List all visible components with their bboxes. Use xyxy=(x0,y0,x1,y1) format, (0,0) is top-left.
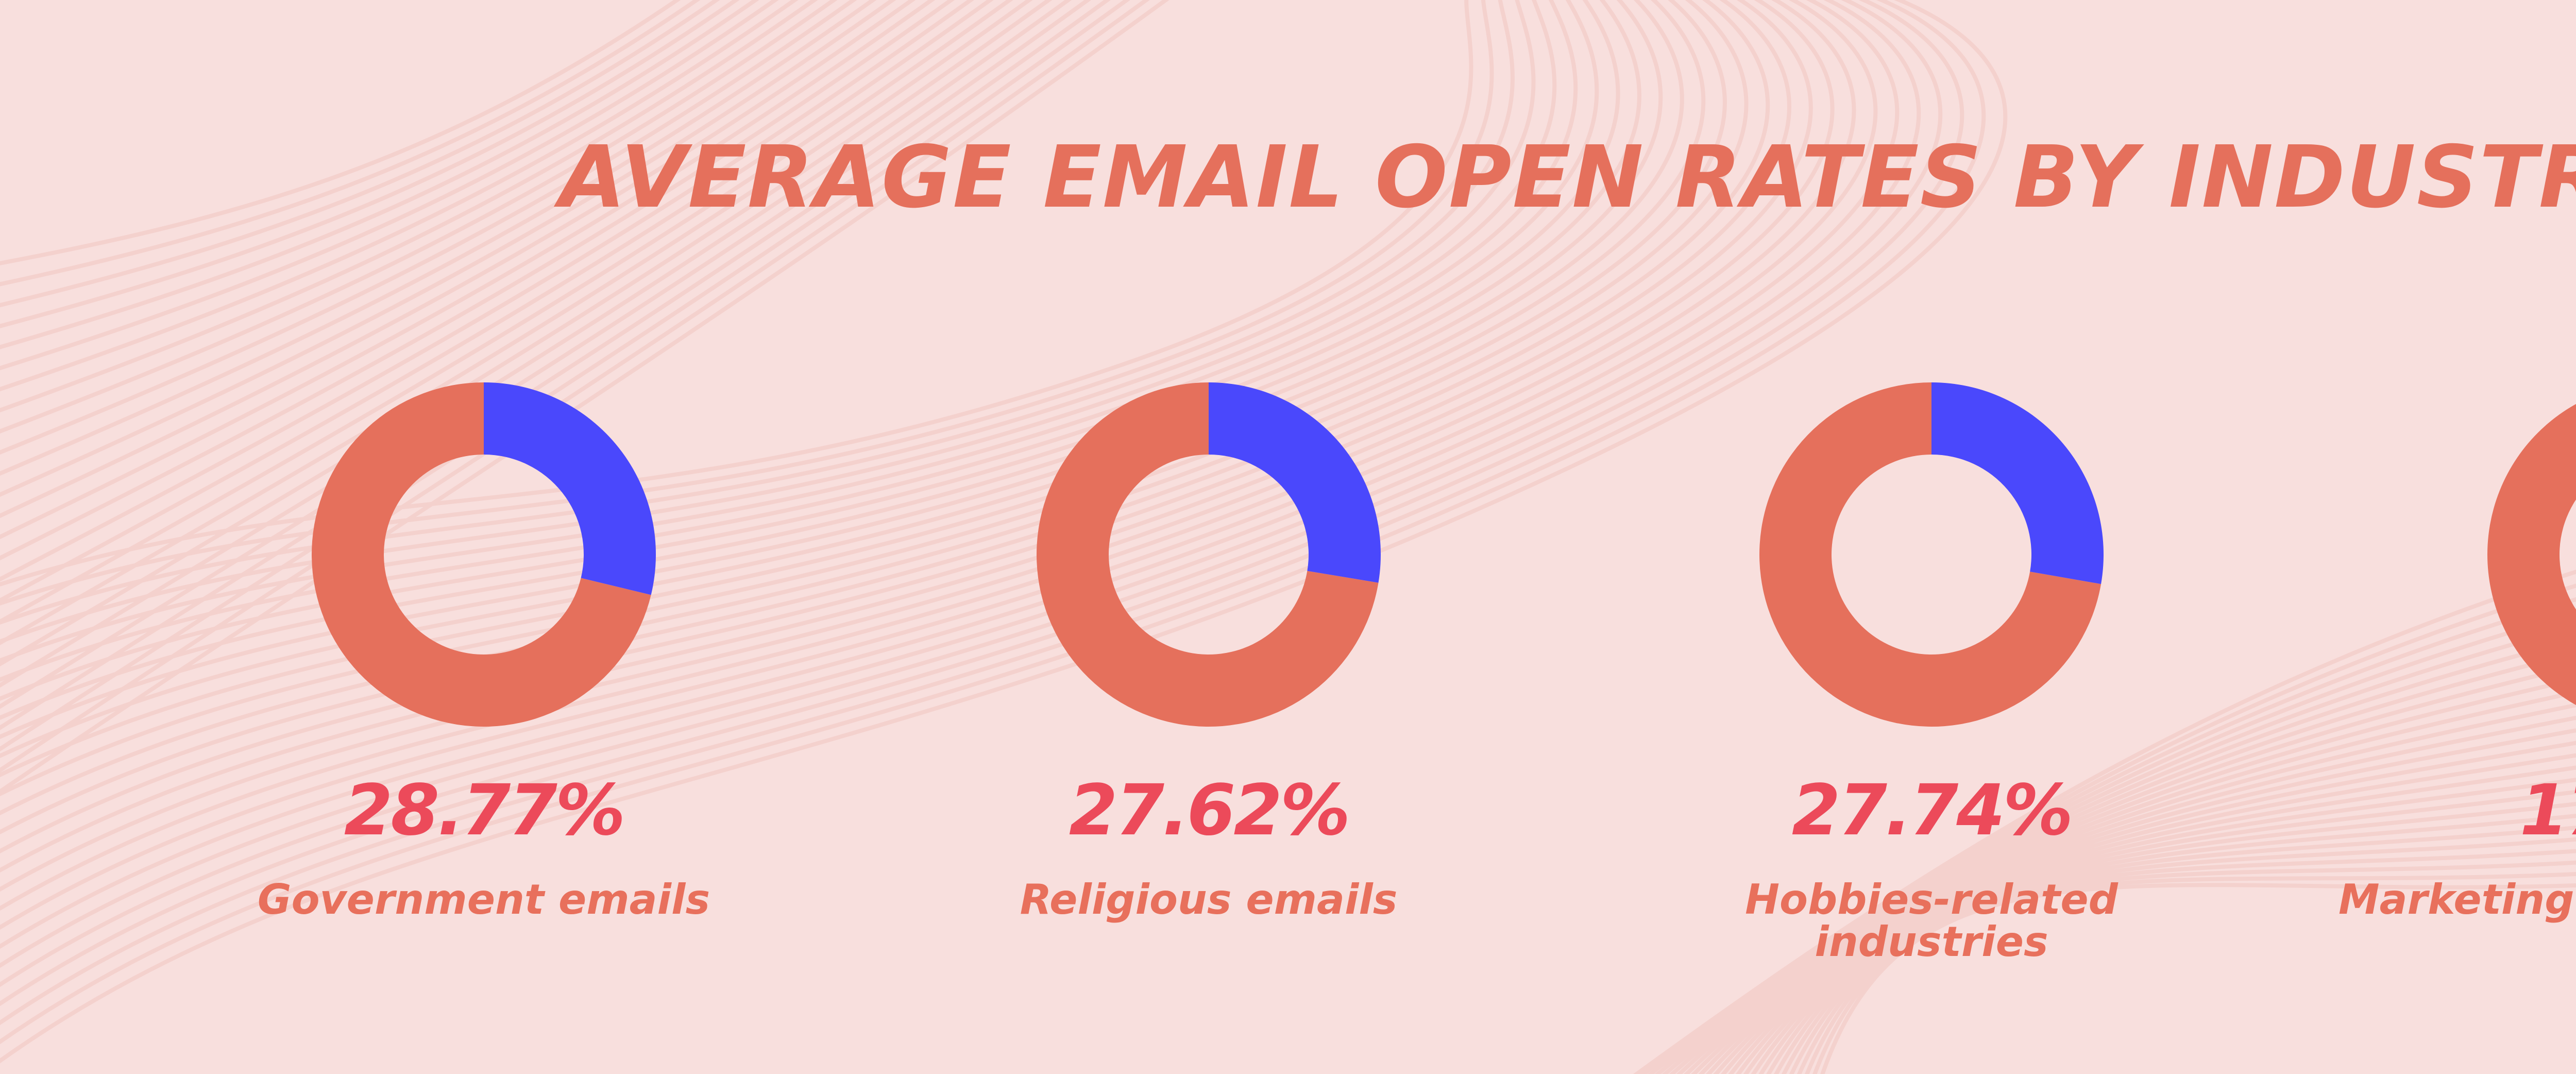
open-rate-value: 27.74% xyxy=(1791,770,2073,851)
donut-chart-marketing xyxy=(2487,404,2576,706)
slice-not-opened xyxy=(1037,382,1379,727)
industry-label: Marketing & Advertisement emails xyxy=(2338,876,2576,924)
open-rate-value: 27.62% xyxy=(1069,770,1350,851)
donut-chart-government xyxy=(312,382,656,727)
page-title: AVERAGE EMAIL OPEN RATES BY INDUSTRY xyxy=(559,128,2576,227)
slice-open-rate xyxy=(484,382,656,595)
industry-label: Religious emails xyxy=(1020,876,1398,924)
slice-open-rate xyxy=(1931,382,2104,584)
slice-not-opened xyxy=(312,382,651,727)
industry-label: Government emails xyxy=(257,876,710,924)
open-rate-value: 28.77% xyxy=(344,770,625,851)
donut-chart-religious xyxy=(1037,382,1381,727)
industry-label: Hobbies-related industries xyxy=(1745,876,2118,966)
open-rate-value: 17.38% xyxy=(2519,770,2576,851)
slice-not-opened xyxy=(1759,382,2102,727)
slice-not-opened xyxy=(2487,404,2576,706)
slice-open-rate xyxy=(1209,382,1381,583)
donut-chart-hobbies xyxy=(1759,382,2104,727)
